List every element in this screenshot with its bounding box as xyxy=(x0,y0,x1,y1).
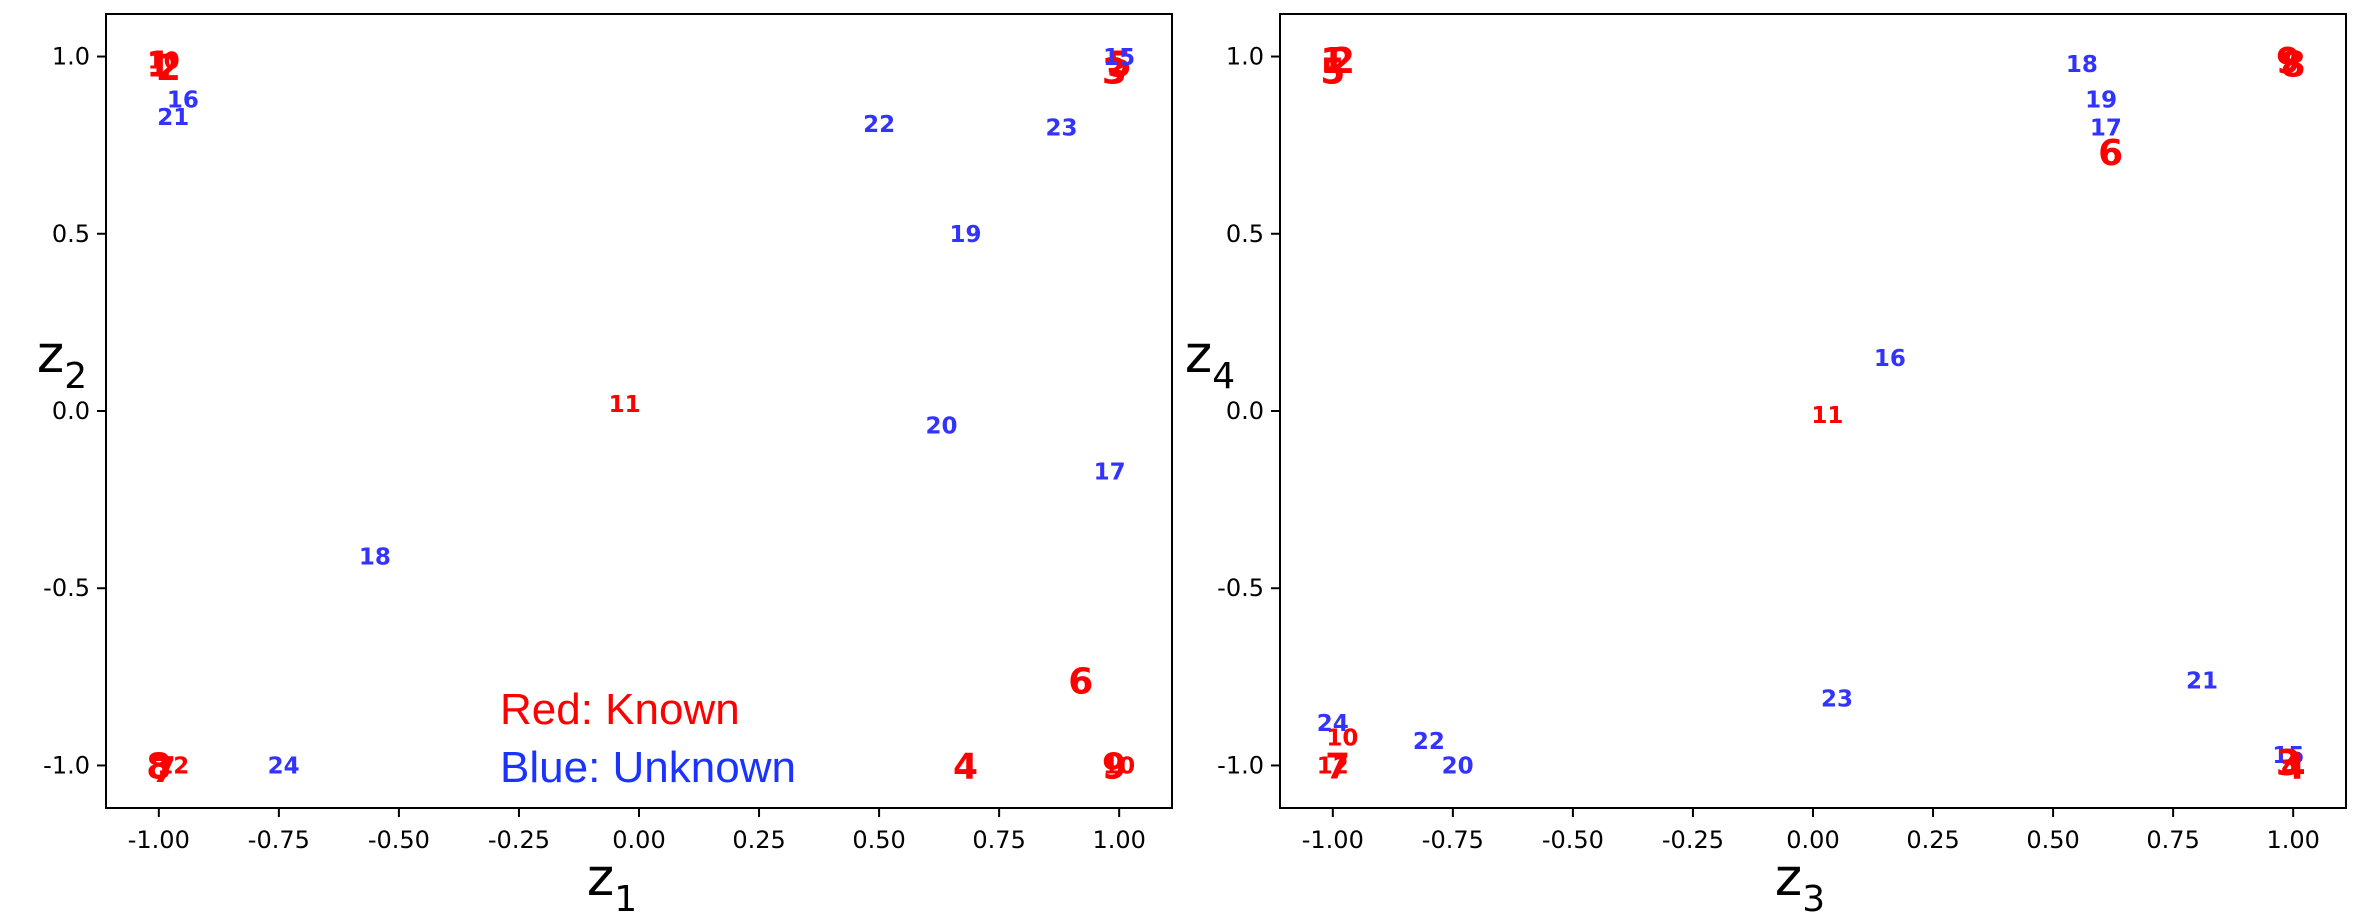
data-point-label: 24 xyxy=(1317,711,1349,737)
x-tick-label: 1.00 xyxy=(1092,826,1145,854)
data-point-label: 20 xyxy=(926,413,958,439)
x-tick-label: 0.50 xyxy=(2026,826,2079,854)
x-tick-label: 0.75 xyxy=(972,826,1025,854)
data-point-label: 2 xyxy=(156,48,181,89)
data-point-label: 3 xyxy=(2276,743,2301,784)
x-tick-label: 0.50 xyxy=(852,826,905,854)
x-tick-label: 0.75 xyxy=(2146,826,2199,854)
data-point-label: 11 xyxy=(609,392,641,418)
chart-1: -1.00 -0.75 -0.50 -0.25 0.00 0.25 0.50 0.75 1.00… xyxy=(37,13,1173,920)
data-point-label: 10 xyxy=(1103,754,1135,780)
data-point-label: 22 xyxy=(863,112,895,138)
legend-unknown-label: Blue: Unknown xyxy=(500,743,796,792)
data-point-label: 5 xyxy=(1320,52,1345,93)
data-point-label: 6 xyxy=(2098,133,2123,174)
data-point-label: 23 xyxy=(1821,686,1853,712)
data-point-label: 9 xyxy=(1102,746,1127,787)
x-tick-label: -0.75 xyxy=(1422,826,1484,854)
legend: Red: Known Blue: Unknown xyxy=(500,685,796,792)
data-point-label: 20 xyxy=(1442,754,1474,780)
data-point-label: 1 xyxy=(146,45,171,86)
y-tick-label: 0.5 xyxy=(52,220,90,248)
x-tick-label: -1.00 xyxy=(1302,826,1364,854)
y-tick-label: 1.0 xyxy=(1226,43,1264,71)
data-point-label: 15 xyxy=(1103,45,1135,71)
y-tick-label: -1.0 xyxy=(43,751,90,779)
data-point-label: 16 xyxy=(167,87,199,113)
data-point-label: 19 xyxy=(2085,87,2117,113)
data-point-label: 22 xyxy=(1413,729,1445,755)
data-point-label: 24 xyxy=(268,754,300,780)
data-point-label: 12 xyxy=(157,754,189,780)
data-point-label: 17 xyxy=(1094,460,1126,486)
y-axis-label: z2 xyxy=(37,325,87,397)
data-point-label: 8 xyxy=(2281,45,2306,86)
data-point-label: 18 xyxy=(359,545,391,571)
data-point-label: 10 xyxy=(1326,725,1358,751)
data-point-label: 21 xyxy=(2186,669,2218,695)
data-point-label: 11 xyxy=(1811,403,1843,429)
data-point-label: 12 xyxy=(1317,754,1349,780)
x-tick-label: -1.00 xyxy=(128,826,190,854)
x-axis-label: z1 xyxy=(587,848,637,920)
data-point-label: 5 xyxy=(1107,45,1132,86)
y-axis-label: z4 xyxy=(1185,325,1235,397)
x-tick-label: 0.00 xyxy=(612,826,665,854)
data-point-label: 7 xyxy=(1325,746,1350,787)
x-tick-label: -0.50 xyxy=(368,826,430,854)
x-tick-label: -0.50 xyxy=(1542,826,1604,854)
x-tick-label: -0.25 xyxy=(488,826,550,854)
data-point-label: 21 xyxy=(157,105,189,131)
y-tick-label: -0.5 xyxy=(1217,574,1264,602)
x-tick-label: 1.00 xyxy=(2266,826,2319,854)
x-tick-label: 0.25 xyxy=(1906,826,1959,854)
y-tick-label: 0.5 xyxy=(1226,220,1264,248)
y-tick-label: 0.0 xyxy=(52,397,90,425)
x-tick-label: -0.75 xyxy=(248,826,310,854)
x-tick-label: 0.00 xyxy=(1786,826,1839,854)
data-point-label: 4 xyxy=(2281,746,2306,787)
data-point-label: 7 xyxy=(151,750,176,791)
y-tick-label: -0.5 xyxy=(43,574,90,602)
chart-2: -1.00 -0.75 -0.50 -0.25 0.00 0.25 0.50 0.75 1.00… xyxy=(1185,13,2347,920)
data-point-label: 4 xyxy=(953,746,978,787)
data-point-label: 9 xyxy=(2276,41,2301,82)
data-point-label: 3 xyxy=(1102,52,1127,93)
data-point-label: 2 xyxy=(1330,41,1355,82)
y-tick-label: -1.0 xyxy=(1217,751,1264,779)
data-point-label: 10 xyxy=(148,48,180,74)
y-tick-label: 0.0 xyxy=(1226,397,1264,425)
data-point-label: 1 xyxy=(1320,41,1345,82)
x-tick-label: -0.25 xyxy=(1662,826,1724,854)
data-point-label: 8 xyxy=(146,746,171,787)
y-tick-label: 1.0 xyxy=(52,43,90,71)
data-point-label: 19 xyxy=(950,222,982,248)
x-axis-label: z3 xyxy=(1775,848,1825,920)
data-point-label: 18 xyxy=(2066,52,2098,78)
legend-known-label: Red: Known xyxy=(500,685,740,734)
data-point-label: 17 xyxy=(2090,116,2122,142)
x-tick-label: 0.25 xyxy=(732,826,785,854)
data-point-label: 6 xyxy=(1068,661,1093,702)
data-point-label: 15 xyxy=(2272,743,2304,769)
data-point-label: 16 xyxy=(1874,346,1906,372)
data-point-label: 23 xyxy=(1046,116,1078,142)
